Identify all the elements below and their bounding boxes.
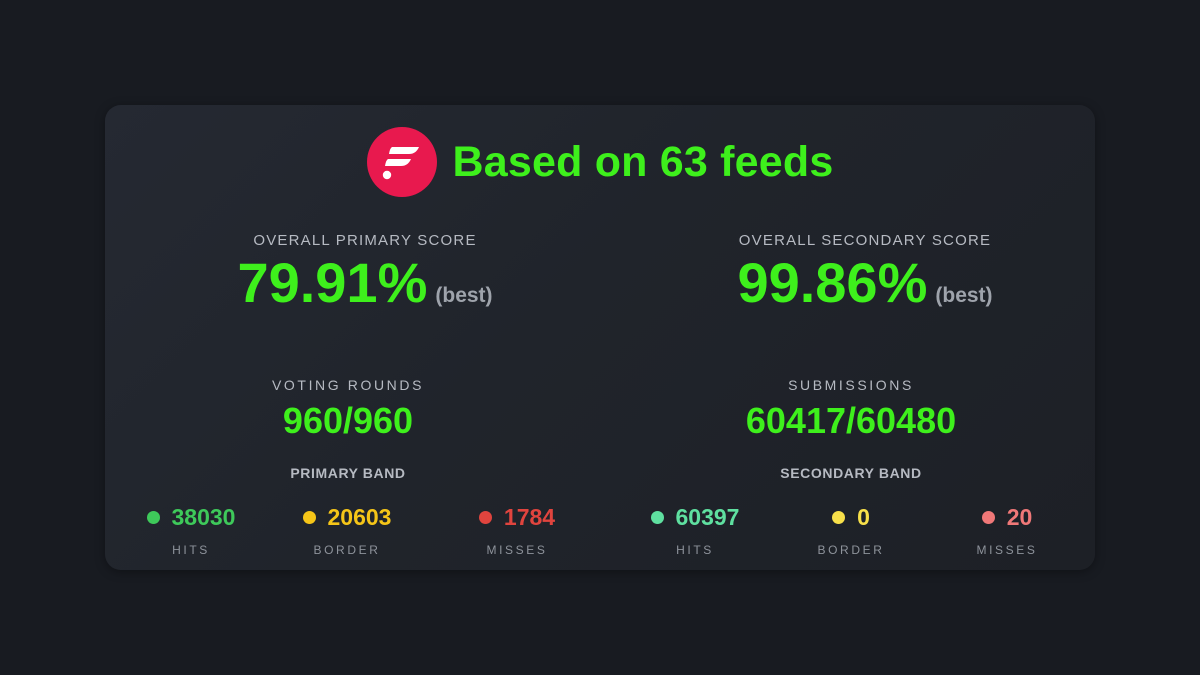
voting-rounds-block: VOTING ROUNDS 960/960: [248, 377, 448, 441]
red-dot-icon: [981, 511, 995, 524]
red-dot-icon: [478, 511, 492, 524]
green-dot-icon: [146, 511, 160, 524]
yellow-dot-icon: [302, 511, 316, 524]
submissions-block: SUBMISSIONS 60417/60480: [711, 377, 991, 441]
primary-hits-value: 38030: [171, 504, 236, 530]
submissions-label: SUBMISSIONS: [788, 377, 914, 393]
secondary-misses-value: 20: [1006, 504, 1033, 530]
voting-rounds-value: 960/960: [282, 400, 414, 441]
secondary-hits-label: HITS: [676, 543, 714, 557]
primary-score-row: 79.91% (best): [200, 253, 530, 313]
primary-misses-value: 1784: [503, 504, 556, 530]
primary-band-label: PRIMARY BAND: [290, 465, 406, 481]
primary-score-value: 79.91%: [237, 251, 428, 314]
primary-hits-label: HITS: [172, 543, 210, 557]
secondary-score-qualifier: (best): [935, 284, 993, 307]
secondary-score-label: OVERALL SECONDARY SCORE: [738, 232, 992, 249]
secondary-border-label: BORDER: [817, 543, 885, 557]
flare-logo-icon: [366, 127, 437, 197]
card-header: Based on 63 feeds: [105, 127, 1095, 197]
stats-card: Based on 63 feeds OVERALL PRIMARY SCORE …: [105, 105, 1095, 570]
green-dot-icon: [650, 511, 664, 524]
submissions-value: 60417/60480: [745, 400, 957, 441]
primary-misses-stat: 1784 MISSES: [457, 504, 577, 557]
secondary-hits-value: 60397: [675, 504, 740, 530]
yellow-dot-icon: [832, 511, 846, 524]
primary-border-value: 20603: [327, 504, 392, 530]
page-title: Based on 63 feeds: [452, 137, 834, 186]
voting-rounds-label: VOTING ROUNDS: [271, 377, 425, 393]
secondary-score-block: OVERALL SECONDARY SCORE 99.86% (best): [690, 232, 1040, 313]
secondary-border-stat: 0 BORDER: [791, 504, 911, 557]
secondary-misses-stat: 20 MISSES: [947, 504, 1067, 557]
primary-border-stat: 20603 BORDER: [287, 504, 407, 557]
secondary-band-label: SECONDARY BAND: [780, 465, 922, 481]
primary-hits-stat: 38030 HITS: [131, 504, 251, 557]
secondary-hits-stat: 60397 HITS: [635, 504, 755, 557]
primary-score-qualifier: (best): [435, 284, 493, 307]
secondary-misses-label: MISSES: [976, 543, 1038, 557]
secondary-score-row: 99.86% (best): [690, 253, 1040, 313]
secondary-border-value: 0: [857, 504, 870, 530]
primary-score-label: OVERALL PRIMARY SCORE: [253, 232, 477, 249]
primary-misses-label: MISSES: [486, 543, 548, 557]
secondary-score-value: 99.86%: [737, 251, 928, 314]
primary-border-label: BORDER: [313, 543, 381, 557]
primary-score-block: OVERALL PRIMARY SCORE 79.91% (best): [200, 232, 530, 313]
